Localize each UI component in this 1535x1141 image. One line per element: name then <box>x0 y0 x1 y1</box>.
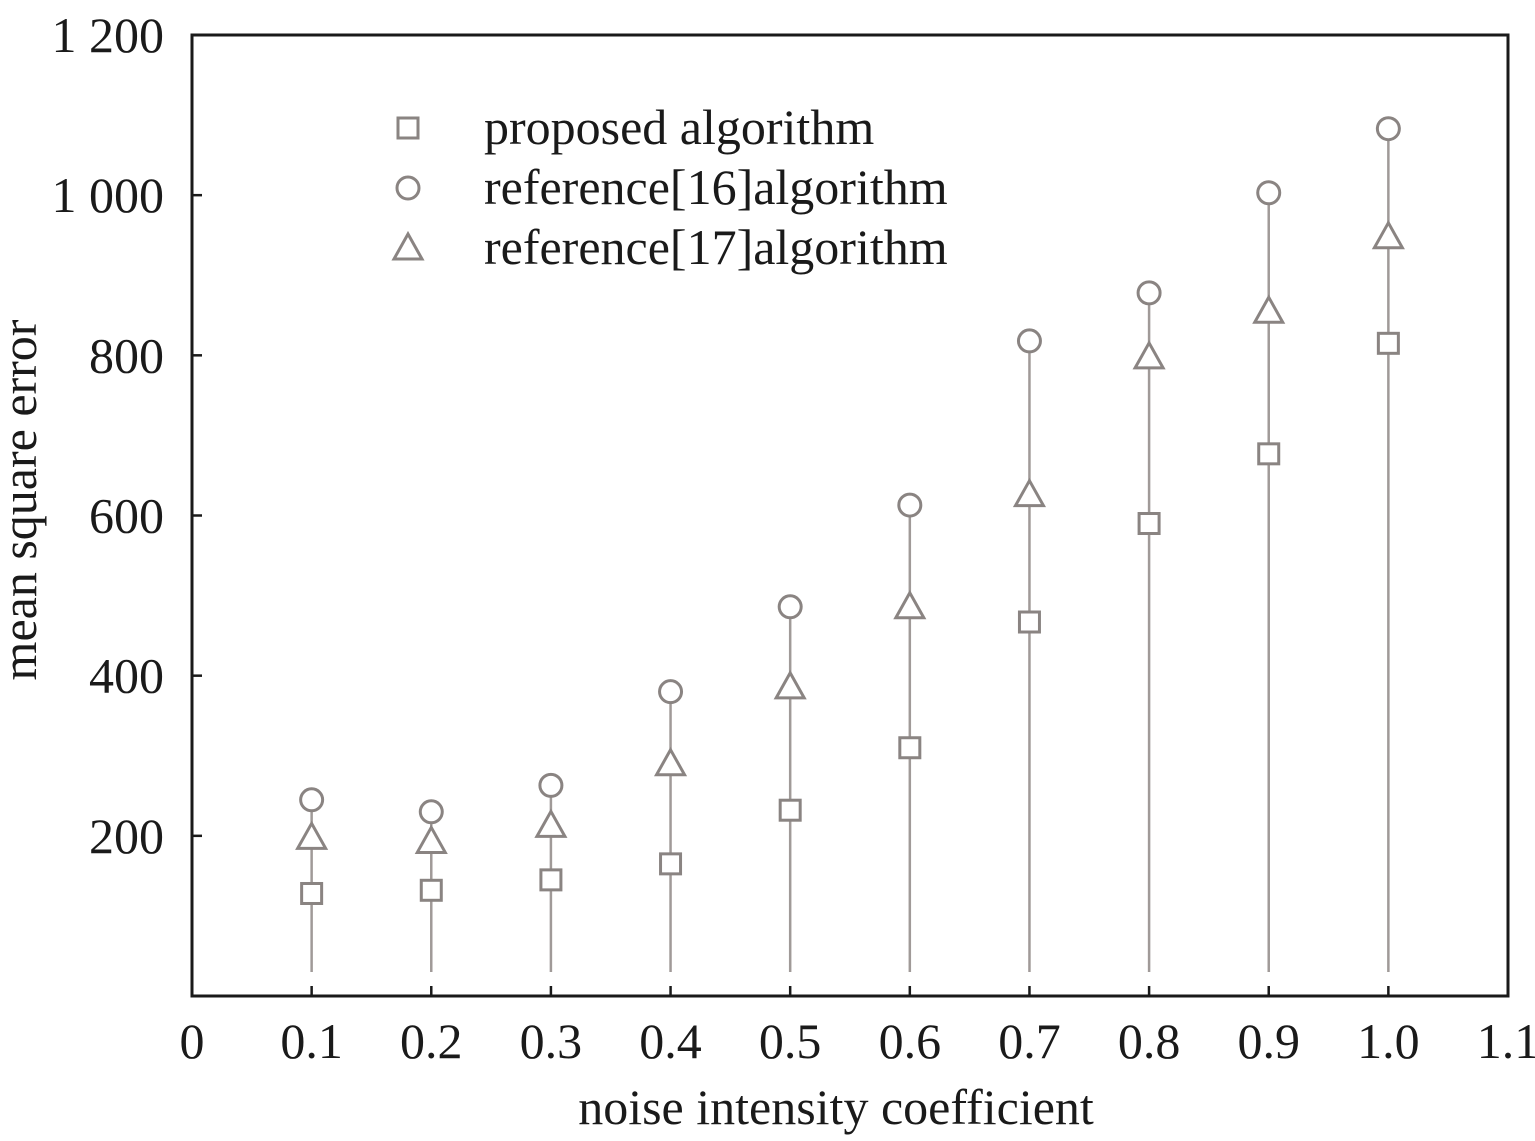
legend-triangle-marker <box>391 230 425 261</box>
triangle-marker <box>653 746 688 777</box>
square-marker <box>1017 610 1041 634</box>
circle-marker <box>1136 280 1162 306</box>
triangle-marker <box>1252 294 1286 324</box>
circle-marker <box>658 679 684 705</box>
legend-label: proposed algorithm <box>484 99 874 155</box>
triangle-marker <box>414 824 448 854</box>
triangle-marker <box>534 808 568 838</box>
circle-marker <box>1375 116 1401 142</box>
square-marker <box>300 881 324 905</box>
circle-marker <box>418 799 444 825</box>
legend-label: reference[16]algorithm <box>484 159 948 215</box>
square-marker <box>419 878 443 902</box>
x-tick-label: 1.1 <box>1477 1013 1535 1069</box>
square-marker <box>659 852 683 876</box>
legend-circle-marker <box>395 175 421 201</box>
triangle-marker <box>1012 477 1047 508</box>
circle-marker <box>897 492 923 518</box>
legend-square-marker <box>396 116 420 140</box>
y-tick-label: 600 <box>89 488 164 544</box>
y-tick-label: 1 000 <box>52 167 165 223</box>
legend-label: reference[17]algorithm <box>484 219 948 275</box>
y-tick-label: 200 <box>89 808 164 864</box>
circle-marker <box>299 787 325 813</box>
triangle-marker <box>773 669 807 700</box>
square-marker <box>1257 442 1281 466</box>
x-tick-label: 0.6 <box>879 1013 942 1069</box>
square-marker <box>1137 512 1161 536</box>
square-marker <box>1376 331 1400 355</box>
x-tick-label: 0.1 <box>280 1013 343 1069</box>
y-axis-label: mean square error <box>0 319 47 680</box>
x-tick-label: 0.7 <box>998 1013 1061 1069</box>
x-tick-label: 1.0 <box>1357 1013 1420 1069</box>
circle-marker <box>1016 328 1042 354</box>
x-axis-label: noise intensity coefficient <box>578 1079 1094 1135</box>
x-tick-label: 0 <box>180 1013 205 1069</box>
triangle-marker <box>893 589 927 620</box>
x-tick-label: 0.5 <box>759 1013 822 1069</box>
triangle-marker <box>1371 219 1405 250</box>
circle-marker <box>777 594 803 620</box>
circle-marker <box>1256 180 1282 206</box>
square-marker <box>539 868 563 892</box>
axis-ticks: 0 0.1 0.2 0.3 0.4 0.5 0.6 0.7 0.8 0.9 1.0 1.1 200 400… <box>52 7 1535 1069</box>
x-tick-label: 0.9 <box>1237 1013 1300 1069</box>
y-tick-label: 800 <box>89 327 164 383</box>
x-tick-label: 0.3 <box>520 1013 583 1069</box>
legend: proposed algorithmreference[16]algorithm… <box>391 99 948 275</box>
x-tick-label: 0.8 <box>1118 1013 1181 1069</box>
square-marker <box>898 736 922 760</box>
y-tick-label: 1 200 <box>52 7 165 63</box>
data-markers <box>295 116 1405 905</box>
x-tick-label: 0.4 <box>639 1013 702 1069</box>
triangle-marker <box>295 820 329 850</box>
circle-marker <box>538 772 564 798</box>
y-tick-label: 400 <box>89 648 164 704</box>
triangle-marker <box>1132 339 1166 370</box>
x-tick-label: 0.2 <box>400 1013 463 1069</box>
square-marker <box>778 798 802 822</box>
